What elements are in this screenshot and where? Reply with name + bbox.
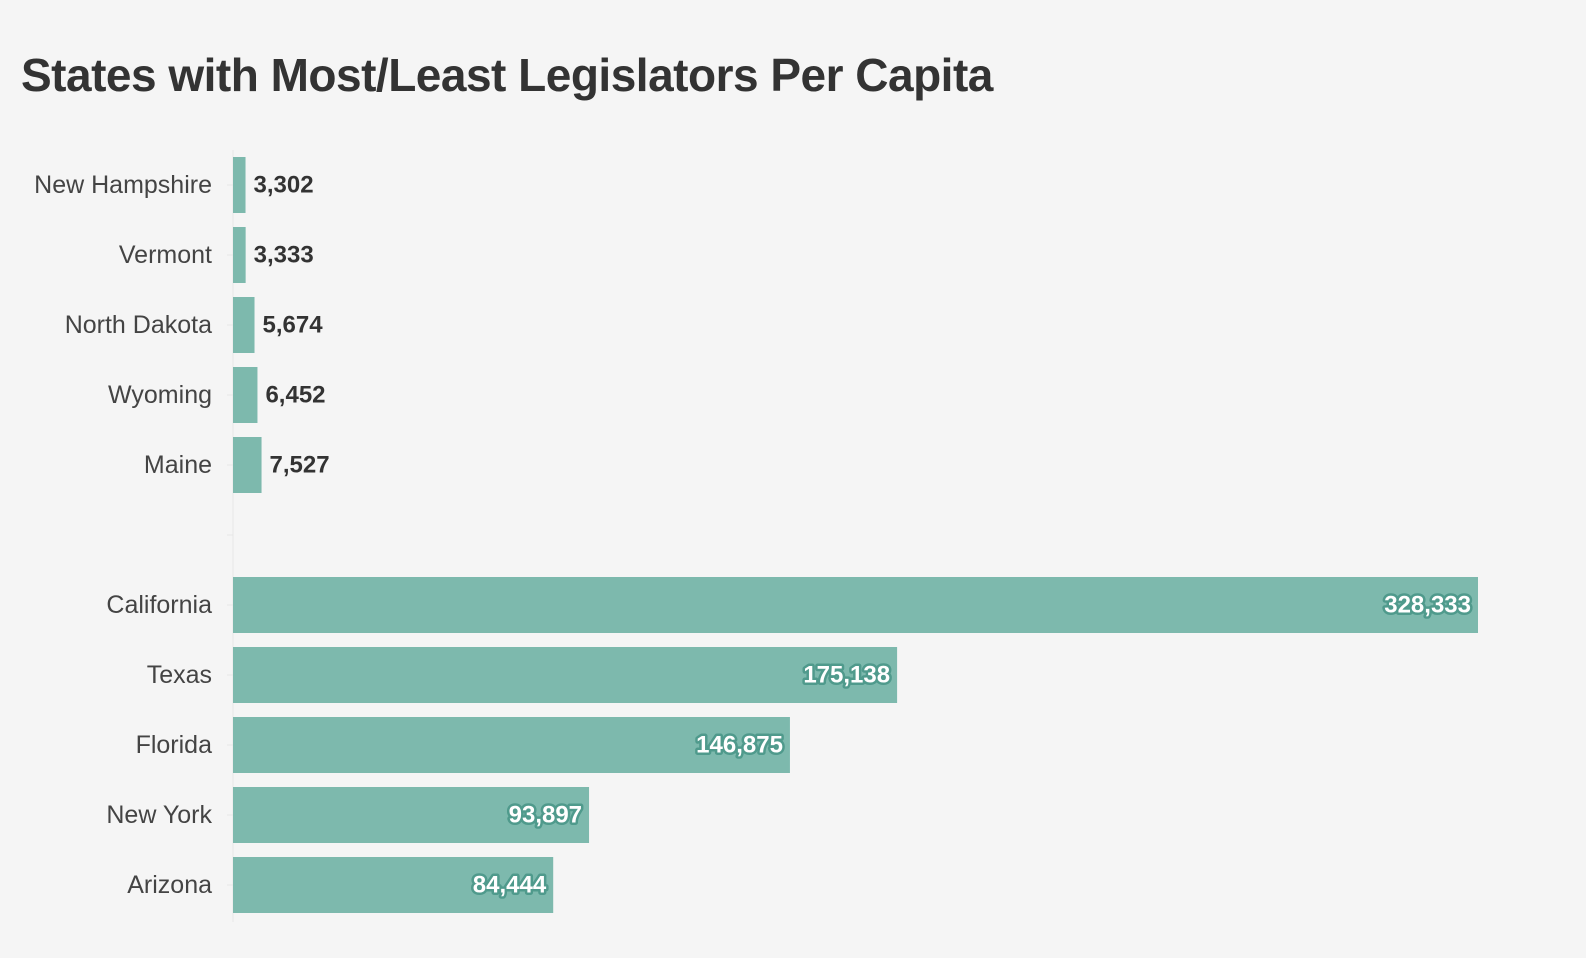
category-label-north-dakota: North Dakota [65,311,212,339]
bars-group [227,157,1478,913]
bar-wyoming [233,367,258,423]
bar-texas [233,647,898,703]
value-label-new-hampshire: 3,302 [254,172,314,199]
bar-maine [233,437,262,493]
category-label-vermont: Vermont [119,241,212,269]
category-label-new-york: New York [106,801,212,829]
category-label-arizona: Arizona [127,871,212,899]
category-label-new-hampshire: New Hampshire [34,171,212,199]
value-labels-group: 3,302 3,333 5,674 6,452 7,527 328,333 175,138 1… [254,172,1474,902]
category-label-california: California [106,591,212,619]
bar-florida [233,717,790,773]
value-label-texas: 175,138 [803,662,890,689]
bar-vermont [233,227,246,283]
value-label-arizona: 84,444 [473,872,547,899]
category-label-texas: Texas [147,661,212,689]
value-label-california: 328,333 [1384,592,1471,619]
value-label-maine: 7,527 [270,452,330,479]
value-label-wyoming: 6,452 [265,382,325,409]
bar-arizona [233,857,554,913]
value-label-north-dakota: 5,674 [263,312,324,339]
bar-new-york [233,787,590,843]
category-label-maine: Maine [144,451,212,479]
bar-new-hampshire [233,157,246,213]
chart-title: States with Most/Least Legislators Per C… [21,49,993,101]
bar-north-dakota [233,297,255,353]
category-label-wyoming: Wyoming [108,381,212,409]
value-label-new-york: 93,897 [509,802,582,829]
category-labels-group: New Hampshire Vermont North Dakota Wyoming M… [34,171,212,899]
value-label-vermont: 3,333 [254,242,314,269]
bar-california [233,577,1478,633]
value-label-florida: 146,875 [696,732,783,759]
category-label-florida: Florida [136,731,213,759]
